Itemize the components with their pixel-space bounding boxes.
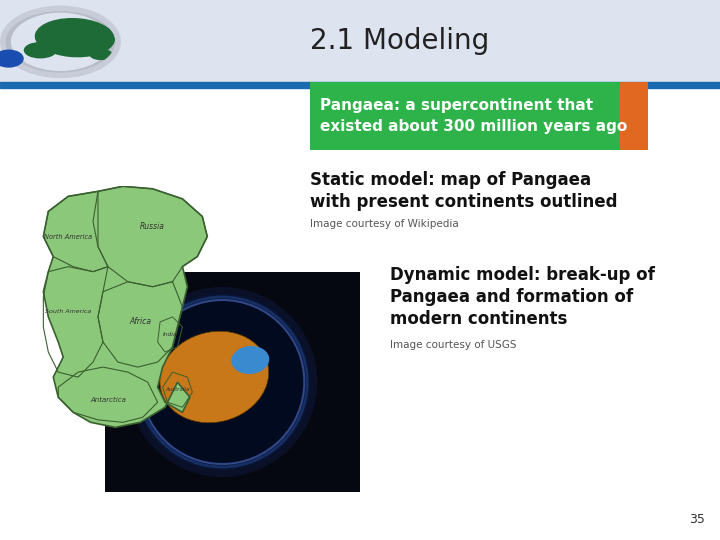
Text: Static model: map of Pangaea: Static model: map of Pangaea [310,171,591,189]
Text: with present continents outlined: with present continents outlined [310,193,618,211]
Text: modern continents: modern continents [390,310,567,328]
Text: Antarctica: Antarctica [90,397,126,403]
Circle shape [127,287,318,477]
Ellipse shape [35,19,114,57]
Bar [0,82,720,88]
Circle shape [140,300,305,464]
Ellipse shape [90,49,112,59]
Text: North America: North America [44,233,92,240]
Circle shape [135,294,310,470]
Bar [310,82,620,150]
Text: Australia: Australia [166,387,189,392]
Text: Pangaea: a supercontinent that
existed about 300 million years ago: Pangaea: a supercontinent that existed a… [320,98,627,134]
Bar [0,0,720,82]
Bar [105,272,360,492]
Polygon shape [43,186,207,427]
Text: 35: 35 [689,513,705,526]
Text: Dynamic model: break-up of: Dynamic model: break-up of [390,266,655,284]
Text: Russia: Russia [140,222,165,231]
Text: 2.1 Modeling: 2.1 Modeling [310,27,490,55]
Ellipse shape [12,14,109,70]
Bar [620,82,648,150]
Ellipse shape [160,331,269,423]
Ellipse shape [24,43,56,58]
Text: Image courtesy of USGS: Image courtesy of USGS [390,340,516,350]
Text: Pangaea and formation of: Pangaea and formation of [390,288,633,306]
Text: South America: South America [45,309,91,314]
Text: Image courtesy of Wikipedia: Image courtesy of Wikipedia [310,219,459,229]
Text: Africa: Africa [129,318,151,326]
Ellipse shape [231,346,269,374]
Ellipse shape [1,8,120,76]
Circle shape [0,50,23,67]
Text: India: India [163,332,177,337]
